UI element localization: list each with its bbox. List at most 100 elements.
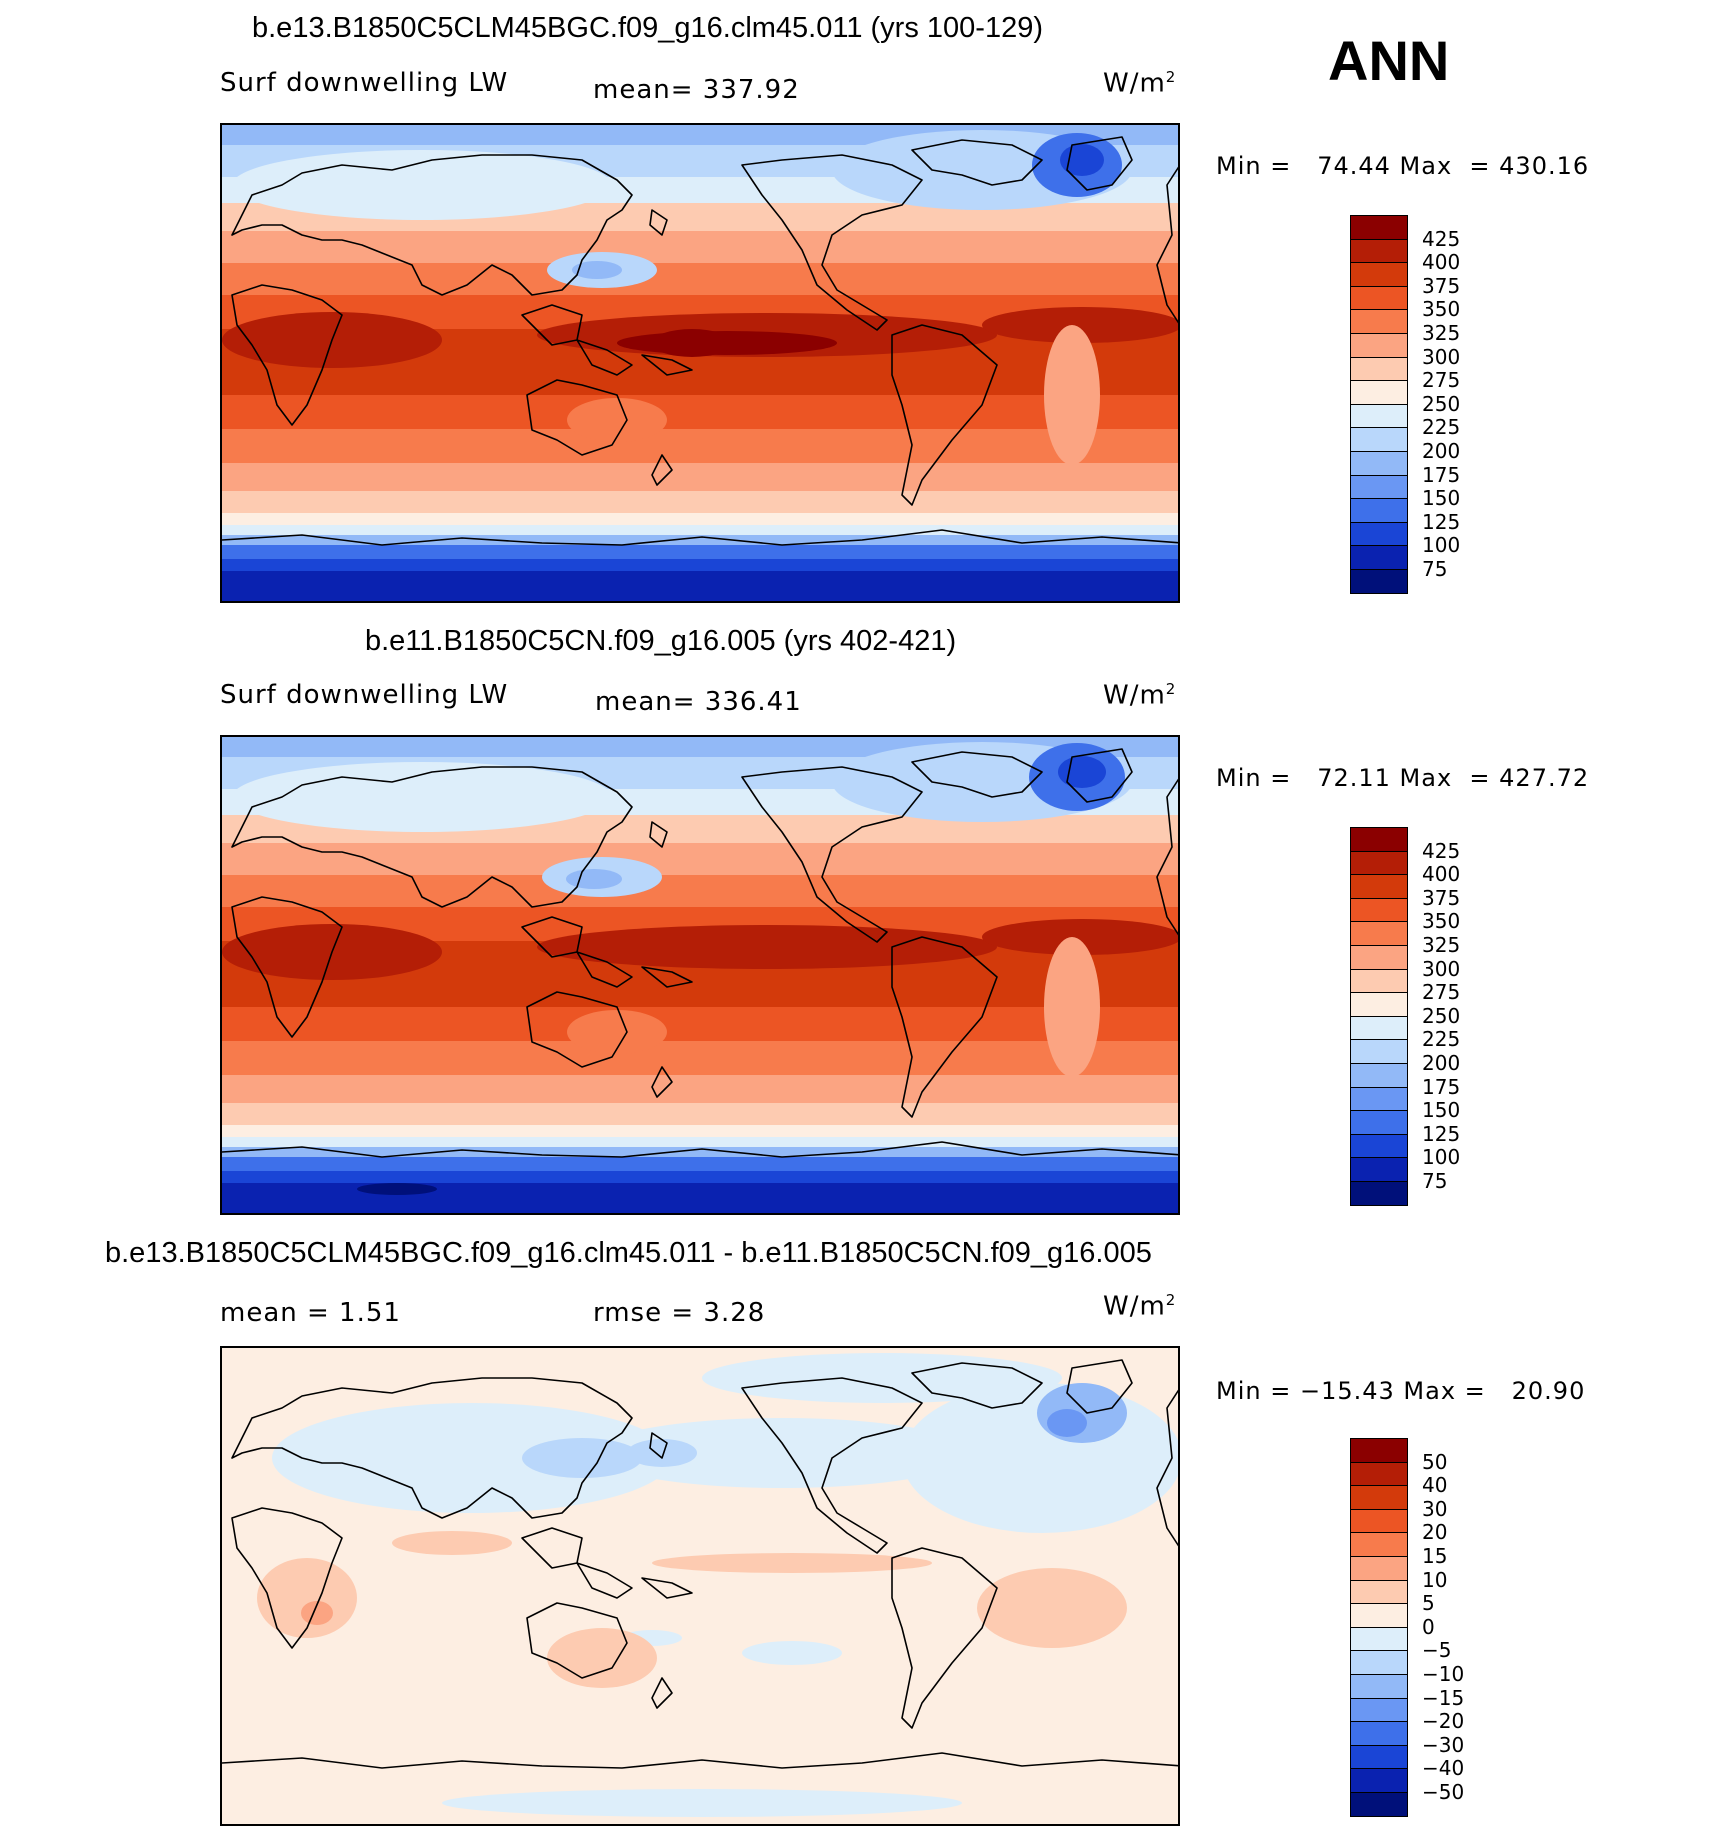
colorbar-box <box>1350 1768 1408 1793</box>
colorbar-tick-label: 40 <box>1422 1473 1448 1498</box>
colorbar-tick-label: 225 <box>1422 1027 1461 1052</box>
colorbar-tick-label: 325 <box>1422 321 1461 345</box>
colorbar-tick-label: 250 <box>1422 391 1461 416</box>
colorbar-tick-label: 425 <box>1422 226 1461 251</box>
colorbar-box <box>1350 380 1408 405</box>
colorbar-box <box>1350 1181 1408 1206</box>
africa-positive <box>257 1558 357 1638</box>
japan-neg <box>627 1439 697 1467</box>
colorbar-box <box>1350 238 1408 264</box>
colorbar-box <box>1350 451 1408 476</box>
colorbar-tick-label: 275 <box>1422 980 1461 1005</box>
colorbar-tick-label: 125 <box>1422 509 1461 534</box>
colorbar-box <box>1350 1015 1408 1041</box>
colorbar-tick-label: 150 <box>1422 1098 1461 1123</box>
colorbar-box <box>1350 1133 1408 1159</box>
colorbar-box <box>1350 1532 1408 1557</box>
colorbar-tick-label: 350 <box>1422 297 1461 322</box>
colorbar-tick-label: 75 <box>1422 1169 1448 1193</box>
colorbar-box <box>1350 403 1408 429</box>
colorbar-tick-label: −20 <box>1422 1709 1465 1734</box>
colorbar-tick-label: 225 <box>1422 415 1461 440</box>
colorbar-box <box>1350 1556 1408 1581</box>
colorbar-box <box>1350 356 1408 382</box>
colorbar-tick-label: 200 <box>1422 1051 1461 1075</box>
panel-3-minmax: Min = −15.43 Max = 20.90 <box>1216 1377 1586 1405</box>
africa-pos-core <box>301 1601 333 1625</box>
panel-3-title: b.e13.B1850C5CLM45BGC.f09_g16.clm45.011 … <box>105 1237 1152 1269</box>
panel-2-units: W/m2 <box>1103 680 1177 711</box>
colorbar-box <box>1350 968 1408 994</box>
pacific-positive-band <box>652 1553 932 1573</box>
colorbar-tick-label: 50 <box>1422 1449 1448 1474</box>
colorbar-tick-label: −15 <box>1422 1685 1465 1710</box>
greenland-negative <box>1037 1383 1127 1443</box>
panel-2-title: b.e11.B1850C5CN.f09_g16.005 (yrs 402-421… <box>365 625 957 657</box>
colorbar-box <box>1350 309 1408 334</box>
siberia-neg-core <box>522 1438 642 1478</box>
colorbar-box <box>1350 545 1408 570</box>
panel-2-mean: mean= 336.41 <box>595 687 802 717</box>
panel-3-mean: mean = 1.51 <box>220 1298 401 1328</box>
colorbar-tick-label: 100 <box>1422 1145 1461 1170</box>
panel-2-variable: Surf downwelling LW <box>220 680 509 710</box>
colorbar-box <box>1350 1650 1408 1675</box>
colorbar-box <box>1350 1674 1408 1699</box>
panel-3-units: W/m2 <box>1103 1291 1177 1322</box>
colorbar-box <box>1350 333 1408 358</box>
colorbar-box <box>1350 897 1408 923</box>
colorbar-box <box>1350 1438 1408 1463</box>
colorbar-box <box>1350 285 1408 311</box>
colorbar-tick-label: 150 <box>1422 486 1461 511</box>
panel-1-units: W/m2 <box>1103 68 1177 99</box>
panel-1-title: b.e13.B1850C5CLM45BGC.f09_g16.clm45.011 … <box>252 12 1043 44</box>
colorbar-tick-label: 400 <box>1422 862 1461 887</box>
colorbar-tick-label: −40 <box>1422 1756 1465 1781</box>
colorbar-tick-label: 300 <box>1422 956 1461 981</box>
panel-1-mean: mean= 337.92 <box>593 75 800 105</box>
arabian-positive <box>392 1531 512 1555</box>
arctic-negative <box>702 1353 1062 1403</box>
colorbar-box <box>1350 1744 1408 1770</box>
season-label: ANN <box>1328 29 1450 92</box>
colorbar-tick-label: −5 <box>1422 1638 1452 1663</box>
antarctic-min <box>357 1183 437 1195</box>
colorbar-box <box>1350 921 1408 946</box>
eurasia-negative <box>272 1403 672 1513</box>
colorbar-tick-label: 300 <box>1422 344 1461 369</box>
colorbar-box <box>1350 874 1408 899</box>
panel-1-minmax: Min = 74.44 Max = 430.16 <box>1216 152 1590 180</box>
colorbar-box <box>1350 827 1408 852</box>
panel-2-minmax: Min = 72.11 Max = 427.72 <box>1216 764 1590 792</box>
colorbar-tick-label: −30 <box>1422 1732 1465 1757</box>
panel-3-rmse: rmse = 3.28 <box>593 1298 766 1328</box>
colorbar-tick-label: −10 <box>1422 1662 1465 1686</box>
panel-3-map-svg <box>222 1348 1178 1824</box>
colorbar-tick-label: 125 <box>1422 1121 1461 1146</box>
panel-2-map-svg <box>222 737 1178 1213</box>
australia-positive <box>547 1628 657 1688</box>
colorbar-box <box>1350 1485 1408 1510</box>
colorbar-tick-label: 425 <box>1422 838 1461 863</box>
colorbar-box <box>1350 1063 1408 1088</box>
colorbar-tick-label: 30 <box>1422 1496 1448 1521</box>
colorbar-box <box>1350 1792 1408 1817</box>
north-pacific-negative <box>592 1418 972 1488</box>
tibet-core <box>566 869 622 889</box>
colorbar-box <box>1350 215 1408 240</box>
antarctic-negative <box>442 1789 962 1817</box>
colorbar-box <box>1350 474 1408 500</box>
colorbar-box <box>1350 427 1408 452</box>
colorbar-tick-label: 200 <box>1422 439 1461 463</box>
colorbar-tick-label: 350 <box>1422 909 1461 934</box>
colorbar-box <box>1350 498 1408 523</box>
colorbar-box <box>1350 1157 1408 1182</box>
colorbar-tick-label: 20 <box>1422 1520 1448 1545</box>
greenland-core <box>1058 756 1106 788</box>
colorbar-tick-label: 10 <box>1422 1567 1448 1592</box>
colorbar-box <box>1350 262 1408 287</box>
panel-1-map <box>220 123 1180 603</box>
colorbar-box <box>1350 569 1408 594</box>
south-america-positive <box>977 1568 1127 1648</box>
colorbar-tick-label: 250 <box>1422 1003 1461 1028</box>
